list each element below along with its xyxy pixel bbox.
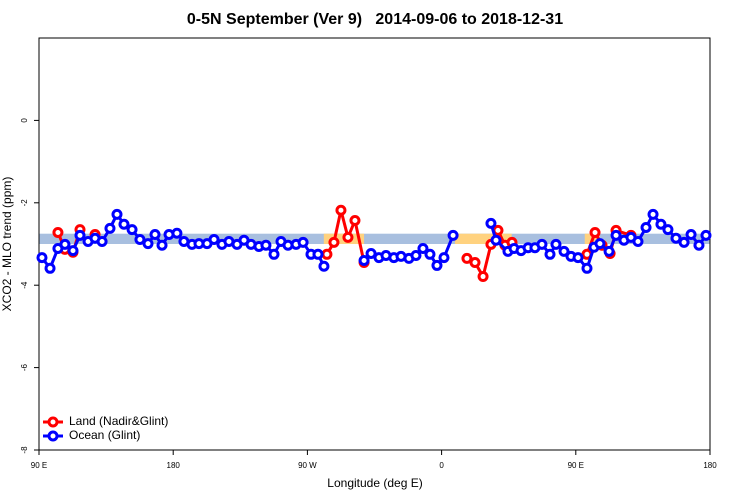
data-point [581,262,593,274]
data-point [104,222,116,234]
data-point [318,260,330,272]
data-point [410,250,422,262]
data-point [268,248,280,260]
data-point [321,248,333,260]
data-point [550,238,562,250]
data-point [111,208,123,220]
data-point [685,229,697,241]
data-point [156,239,168,251]
data-point [312,248,324,260]
data-point [490,234,502,246]
data-point [431,259,443,271]
data-point [67,245,79,257]
data-point [208,233,220,245]
y-axis-label: XCO2 - MLO trend (ppm) [0,177,14,312]
data-point [589,226,601,238]
data-point [74,229,86,241]
data-point [96,236,108,248]
data-point [655,218,667,230]
data-point [632,236,644,248]
band [455,233,512,244]
data-point [335,204,347,216]
data-point [662,224,674,236]
data-point [297,236,309,248]
data-point [36,252,48,264]
x-axis-label: Longitude (deg E) [327,476,422,490]
plot-frame [38,37,711,451]
y-tick-label: -8 [20,446,29,454]
data-point [149,229,161,241]
data-point [485,217,497,229]
y-tick-label: -6 [20,363,29,371]
data-point [477,271,489,283]
data-point [52,226,64,238]
y-tick-label: -2 [20,199,29,207]
data-point [118,218,130,230]
data-point [640,222,652,234]
data-point [647,208,659,220]
data-point [417,243,429,255]
data-point [358,254,370,266]
legend-label: Ocean (Glint) [69,428,140,442]
data-point [693,239,705,251]
legend-label: Land (Nadir&Glint) [69,414,168,428]
y-tick-label: 0 [20,118,29,123]
data-point [700,229,712,241]
x-tick-label: 90 E [31,461,47,470]
data-point [126,224,138,236]
data-point [558,245,570,257]
data-point [342,231,354,243]
data-point [469,257,481,269]
x-tick-label: 0 [439,461,444,470]
x-tick-label: 90 W [298,461,317,470]
data-point [678,236,690,248]
data-point [142,238,154,250]
data-point [461,252,473,264]
chart-title: 0-5N September (Ver 9) 2014-09-06 to 201… [187,11,563,28]
legend-marker [47,430,59,442]
data-point [544,248,556,260]
y-tick-label: -4 [20,281,29,289]
data-point [328,236,340,248]
data-point [59,238,71,250]
data-point [349,215,361,227]
data-point [536,238,548,250]
data-point [447,229,459,241]
x-tick-label: 180 [167,461,181,470]
legend-marker [47,416,59,428]
data-point [134,233,146,245]
data-point [670,232,682,244]
data-point [572,252,584,264]
data-point [603,245,615,257]
data-point [438,252,450,264]
x-tick-label: 180 [703,461,717,470]
data-point [424,248,436,260]
x-tick-label: 90 E [568,461,584,470]
data-point [171,227,183,239]
data-point [610,229,622,241]
data-point [594,238,606,250]
band [39,233,710,244]
data-point [44,262,56,274]
data-point [260,239,272,251]
data-point [365,247,377,259]
